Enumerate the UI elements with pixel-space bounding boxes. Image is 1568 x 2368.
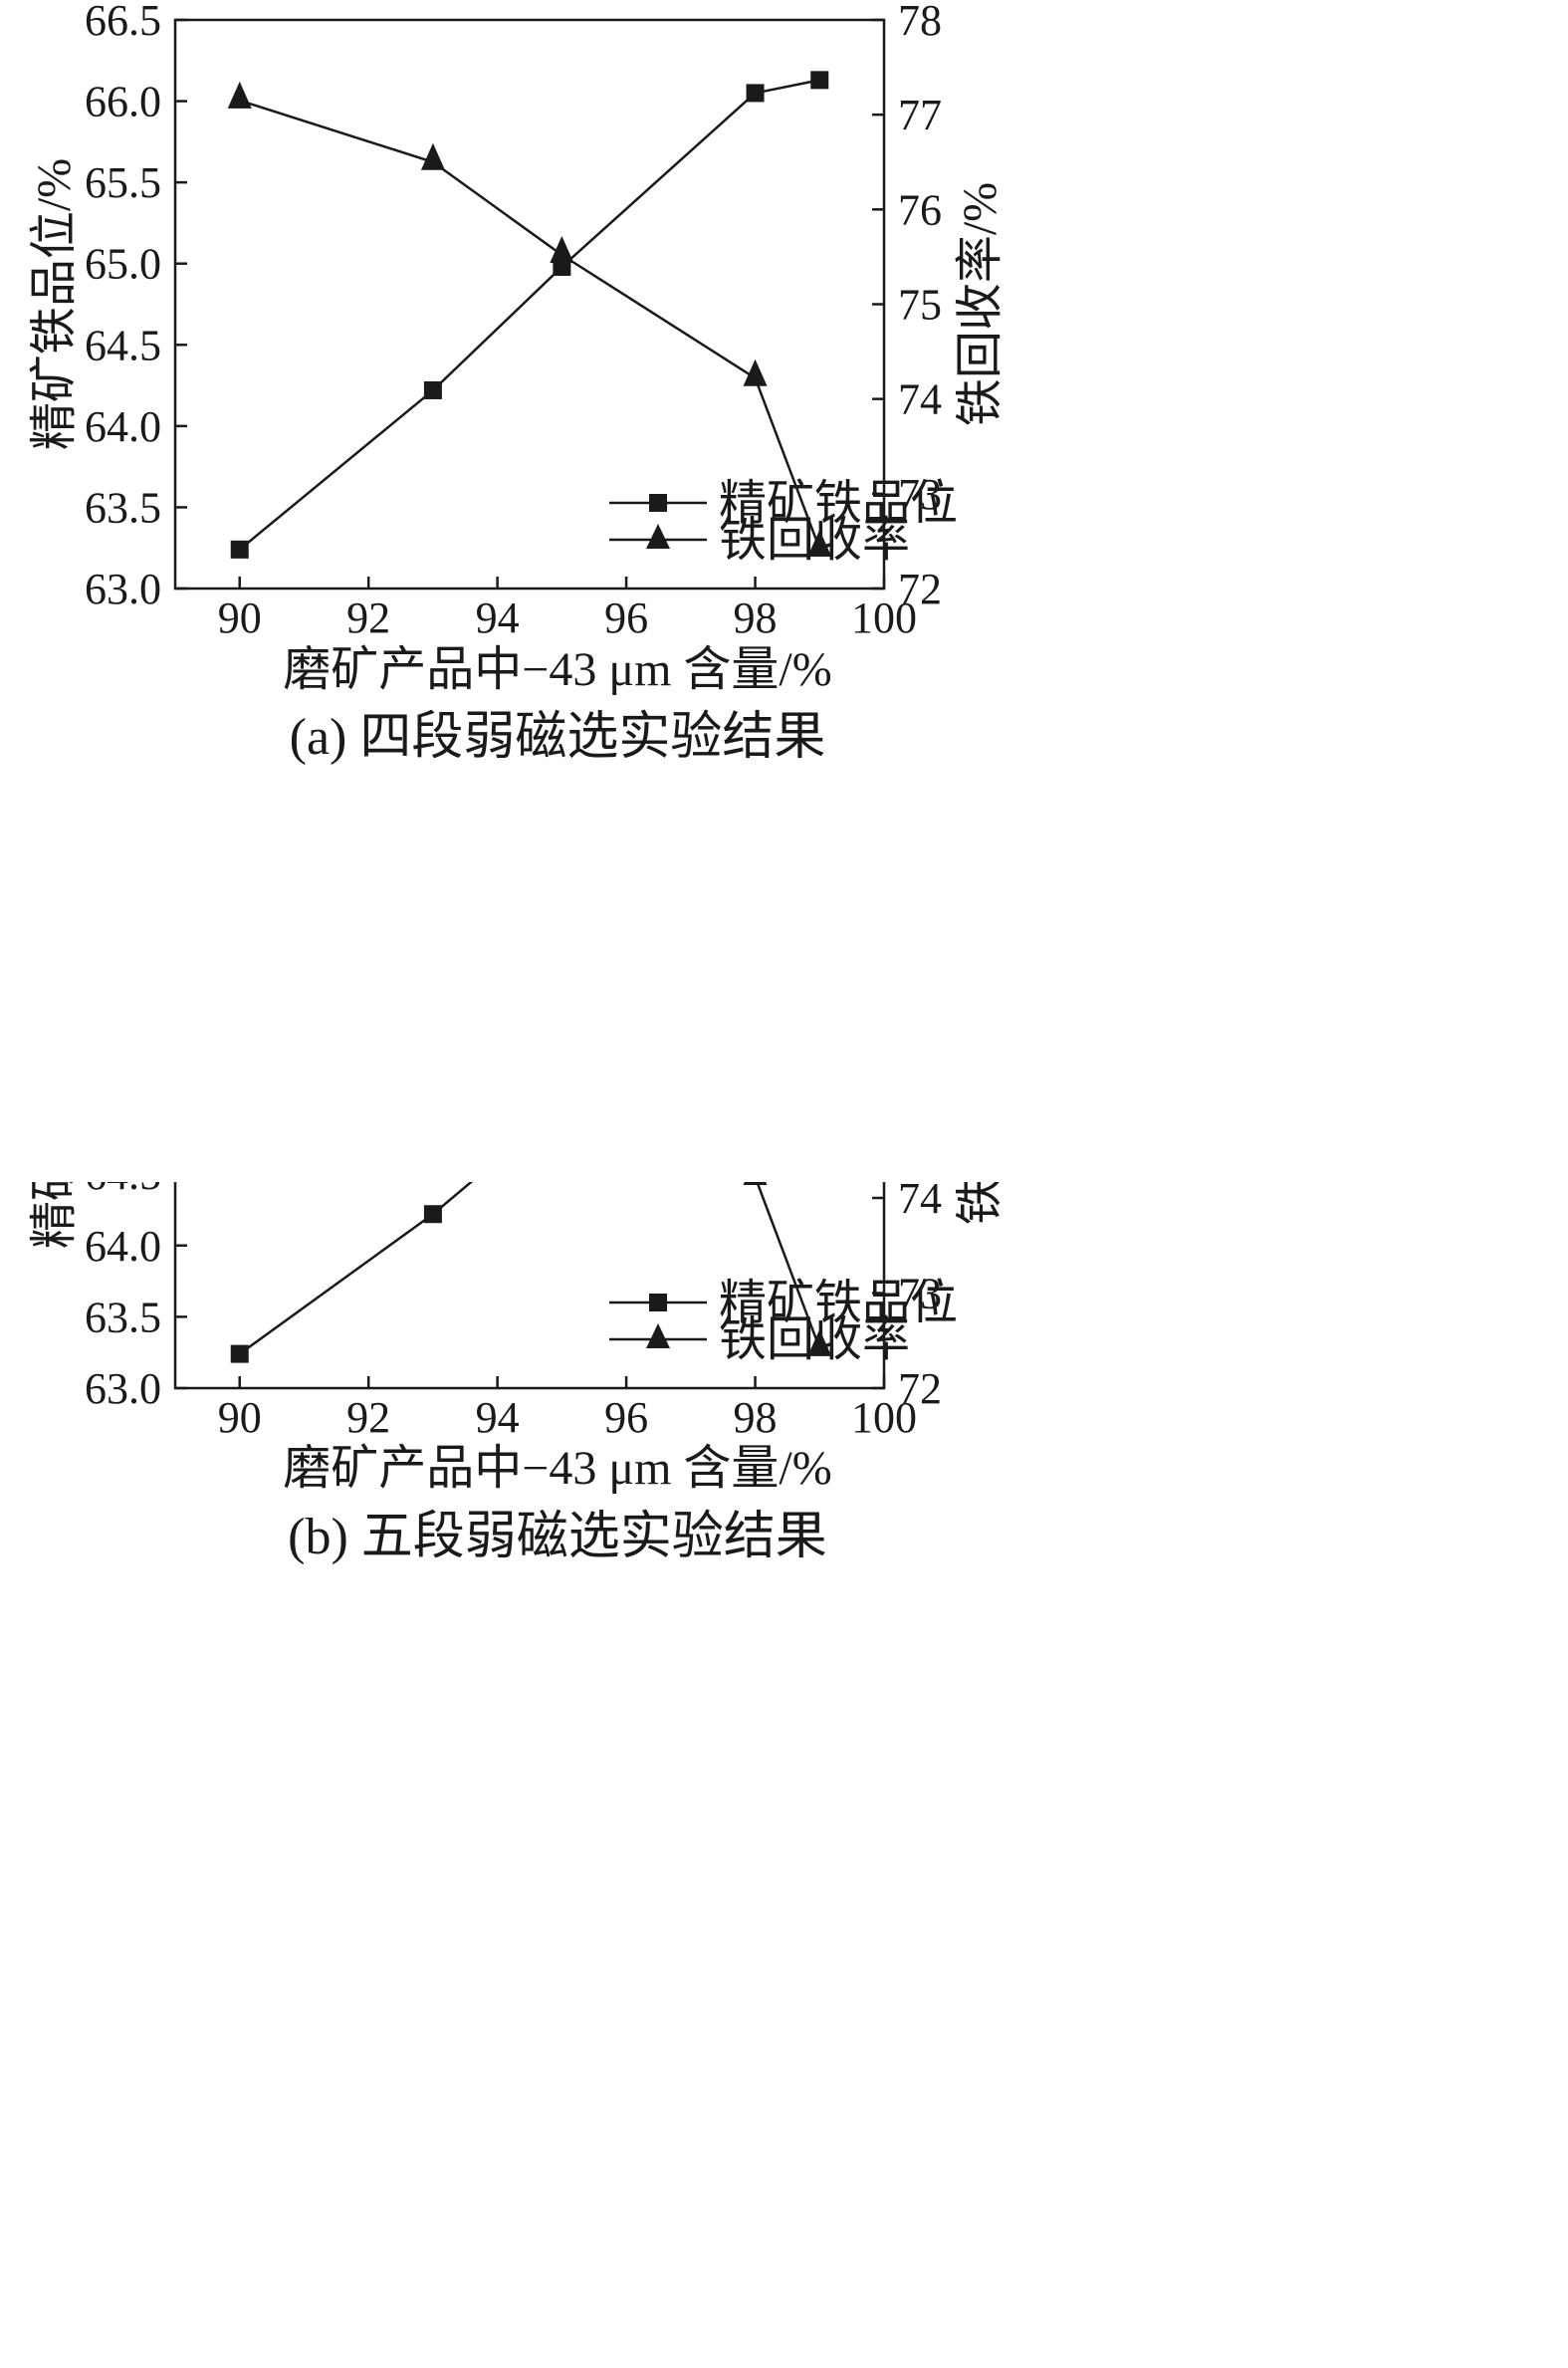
y-tick-label: 63.0 <box>85 1364 161 1413</box>
y2-tick-label: 75 <box>898 281 942 330</box>
data-point-triangle <box>550 236 574 264</box>
y2-tick-label: 74 <box>898 1182 942 1223</box>
chart-caption: (b) 五段弱磁选实验结果 <box>288 1509 827 1565</box>
x-tick-label: 92 <box>346 593 390 642</box>
y-axis-label: 精矿铁品位/% <box>28 1182 81 1249</box>
y-tick-label: 65.5 <box>85 158 161 207</box>
x-tick-label: 100 <box>851 593 917 642</box>
y-tick-label: 66.5 <box>85 0 161 45</box>
chart-b-svg: 909294969810063.063.564.064.565.065.566.… <box>28 794 1007 1565</box>
data-point-square <box>746 84 765 103</box>
chart-a-svg: 90 92 94 96 98 100 63.0 63.5 64.0 64.5 65.0 65.5 66.… <box>28 0 1007 766</box>
x-tick-label: 90 <box>218 1393 262 1442</box>
legend-marker-square <box>649 494 667 512</box>
data-point-triangle <box>807 530 832 558</box>
y2-tick-label: 72 <box>898 565 942 613</box>
x-tick-label: 94 <box>476 1393 520 1442</box>
legend-label: 铁回收率 <box>719 1313 910 1366</box>
data-point-square <box>423 1205 442 1224</box>
y2-tick-label: 73 <box>898 470 942 519</box>
data-point-square <box>423 380 442 399</box>
y2-axis-label: 铁回收率/% <box>954 182 1007 426</box>
y-axis-label: 精矿铁品位/% <box>28 158 81 450</box>
data-point-square <box>810 71 829 90</box>
y-tick-label: 64.0 <box>85 1222 161 1271</box>
data-point-square <box>230 540 249 559</box>
x-tick-label: 100 <box>851 1393 917 1442</box>
legend-marker-triangle <box>646 1323 670 1348</box>
x-tick-label: 90 <box>218 593 262 642</box>
y-tick-label: 66.0 <box>85 78 161 126</box>
data-point-triangle <box>227 81 252 109</box>
y2-tick-label: 76 <box>898 185 942 234</box>
y-tick-label: 64.5 <box>85 321 161 369</box>
x-axis-label: 磨矿产品中−43 μm 含量/% <box>283 1442 831 1495</box>
legend-marker-triangle <box>646 524 670 549</box>
data-point-triangle <box>743 358 768 386</box>
y2-tick-label: 72 <box>898 1364 942 1413</box>
data-point-triangle <box>807 1328 832 1356</box>
x-tick-label: 96 <box>604 593 648 642</box>
y-tick-label: 63.5 <box>85 1293 161 1341</box>
y-tick-label: 64.0 <box>85 402 161 451</box>
y2-axis-label: 铁回收率/% <box>954 1182 1007 1225</box>
x-tick-label: 96 <box>604 1393 648 1442</box>
y2-tick-label: 78 <box>898 0 942 45</box>
chart-caption: (a) 四段弱磁选实验结果 <box>290 709 826 766</box>
legend-marker-square <box>649 1294 667 1311</box>
y-tick-label: 63.0 <box>85 565 161 613</box>
y-tick-label: 64.5 <box>85 1182 161 1199</box>
x-tick-label: 94 <box>476 593 520 642</box>
chart-b: 909294969810063.063.564.064.565.065.566.… <box>0 794 1568 2363</box>
x-tick-label: 98 <box>734 593 778 642</box>
legend-label: 铁回收率 <box>719 514 910 567</box>
data-point-triangle <box>743 1157 768 1185</box>
y-tick-label: 65.0 <box>85 240 161 289</box>
y2-tick-label: 74 <box>898 375 942 424</box>
x-tick-label: 98 <box>734 1393 778 1442</box>
legend-label: 精矿铁品位 <box>719 477 958 530</box>
chart-a: 90 92 94 96 98 100 63.0 63.5 64.0 64.5 65.0 65.5 66.… <box>0 0 1568 1182</box>
legend-label: 精矿铁品位 <box>719 1277 958 1329</box>
y-tick-label: 63.5 <box>85 483 161 532</box>
x-axis-label: 磨矿产品中−43 μm 含量/% <box>283 643 831 696</box>
y2-tick-label: 77 <box>898 91 942 139</box>
x-tick-label: 92 <box>346 1393 390 1442</box>
data-point-square <box>230 1344 249 1363</box>
y2-tick-label: 73 <box>898 1270 942 1318</box>
data-point-triangle <box>420 142 445 170</box>
